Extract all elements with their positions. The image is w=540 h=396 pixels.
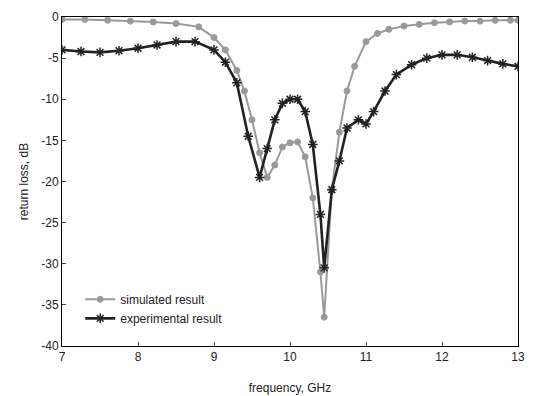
svg-text:-35: -35 [41, 298, 59, 312]
svg-text:7: 7 [59, 350, 66, 364]
svg-text:-40: -40 [41, 339, 59, 353]
svg-text:11: 11 [360, 350, 373, 364]
svg-text:-5: -5 [48, 51, 59, 65]
svg-text:return loss, dB: return loss, dB [17, 143, 31, 220]
svg-text:-30: -30 [41, 257, 59, 271]
svg-text:frequency, GHz: frequency, GHz [249, 381, 331, 395]
svg-text:-15: -15 [41, 134, 59, 148]
svg-text:8: 8 [135, 350, 142, 364]
svg-text:10: 10 [283, 350, 297, 364]
svg-text:12: 12 [435, 350, 449, 364]
svg-text:13: 13 [511, 350, 525, 364]
svg-text:0: 0 [52, 10, 59, 24]
svg-text:-25: -25 [41, 216, 59, 230]
svg-text:-20: -20 [41, 175, 59, 189]
svg-text:experimental result: experimental result [120, 312, 222, 326]
svg-text:simulated result: simulated result [120, 293, 205, 307]
svg-text:9: 9 [211, 350, 218, 364]
svg-text:-10: -10 [41, 92, 59, 106]
